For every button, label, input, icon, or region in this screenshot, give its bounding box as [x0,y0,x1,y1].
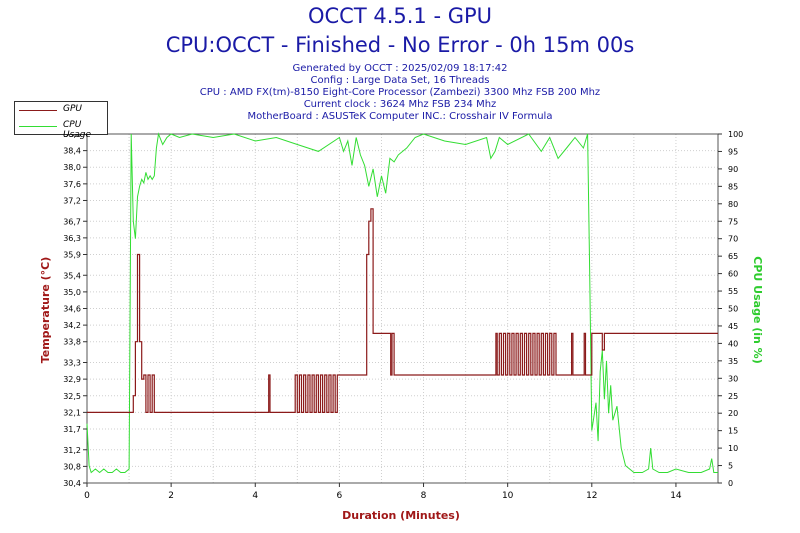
legend-label-cpu-usage: CPU Usage [63,120,92,140]
left-tick-label: 32,1 [63,408,81,417]
x-tick-label: 2 [168,491,174,501]
x-axis-label: Duration (Minutes) [342,509,460,522]
left-tick-label: 34,2 [63,321,81,330]
right-tick-label: 75 [728,217,738,226]
legend-swatch-gpu [19,110,57,111]
left-tick-label: 31,7 [63,425,81,434]
series-layer [86,132,718,474]
legend-item-cpu-usage: CPU Usage [15,119,107,140]
right-tick-label: 10 [728,444,738,453]
x-tick-label: 14 [670,491,682,501]
left-tick-label: 36,3 [63,234,81,243]
left-tick-label: 30,8 [63,462,81,471]
info-generated: Generated by OCCT : 2025/02/09 18:17:42 [292,63,508,74]
right-axis-ticks: 0 5 10 15 20 25 30 35 40 45 50 55 60 65 70 75 80 85 90 95 10… [718,130,743,488]
right-tick-label: 40 [728,339,738,348]
left-tick-label: 37,6 [63,180,81,189]
right-tick-label: 65 [728,252,738,261]
left-tick-label: 35,0 [63,288,81,297]
right-tick-label: 100 [728,130,743,139]
left-tick-label: 30,4 [63,479,81,488]
left-tick-label: 35,9 [63,250,81,259]
left-tick-label: 32,9 [63,375,81,384]
right-tick-label: 35 [728,357,738,366]
legend-item-gpu: GPU [15,103,107,117]
right-tick-label: 30 [728,374,738,383]
info-config: Config : Large Data Set, 16 Threads [310,75,490,86]
left-tick-label: 38,0 [63,163,81,172]
left-tick-label: 33,3 [63,359,81,368]
legend: GPU CPU Usage [14,101,108,140]
info-current-clock: Current clock : 3624 Mhz FSB 234 Mhz [303,99,497,110]
series-line-cpu-usage [86,132,718,474]
right-tick-label: 45 [728,322,738,331]
x-tick-label: 8 [421,491,427,501]
right-tick-label: 20 [728,409,738,418]
chart-title: OCCT 4.5.1 - GPU [307,4,493,28]
right-tick-label: 60 [728,270,738,279]
right-tick-label: 25 [728,392,738,401]
left-tick-label: 33,8 [63,338,81,347]
x-axis-ticks: 0 2 4 6 8 10 12 14 [84,483,682,501]
right-tick-label: 0 [728,479,733,488]
x-tick-label: 12 [586,491,597,501]
left-tick-label: 32,5 [63,392,81,401]
right-tick-label: 50 [728,305,738,314]
grid-lines [87,133,718,484]
x-tick-label: 0 [84,491,90,501]
info-motherboard: MotherBoard : ASUSTeK Computer INC.: Cro… [247,111,553,122]
chart-subtitle: CPU:OCCT - Finished - No Error - 0h 15m … [165,33,635,57]
right-tick-label: 85 [728,182,738,191]
right-tick-label: 70 [728,235,738,244]
left-tick-label: 34,6 [63,305,81,314]
x-tick-label: 4 [252,491,258,501]
left-axis-ticks: 30,4 30,8 31,2 31,7 32,1 32,5 32,9 33,3 33,8 34,2… [63,130,87,488]
right-tick-label: 80 [728,200,738,209]
right-tick-label: 55 [728,287,738,296]
right-tick-label: 5 [728,462,733,471]
left-tick-label: 37,2 [63,196,81,205]
right-axis-label: CPU Usage (in %) [751,256,764,363]
series-line-gpu [87,208,718,413]
x-tick-label: 10 [502,491,514,501]
right-tick-label: 90 [728,165,738,174]
legend-label-gpu: GPU [63,104,82,114]
right-tick-label: 15 [728,427,738,436]
x-tick-label: 6 [337,491,343,501]
legend-swatch-cpu-usage [19,126,57,127]
info-cpu: CPU : AMD FX(tm)-8150 Eight-Core Process… [199,87,601,98]
left-axis-label: Temperature (°C) [39,257,52,364]
left-tick-label: 35,4 [63,271,81,280]
left-tick-label: 38,4 [63,147,81,156]
left-tick-label: 31,2 [63,446,81,455]
left-tick-label: 36,7 [63,217,81,226]
right-tick-label: 95 [728,147,738,156]
